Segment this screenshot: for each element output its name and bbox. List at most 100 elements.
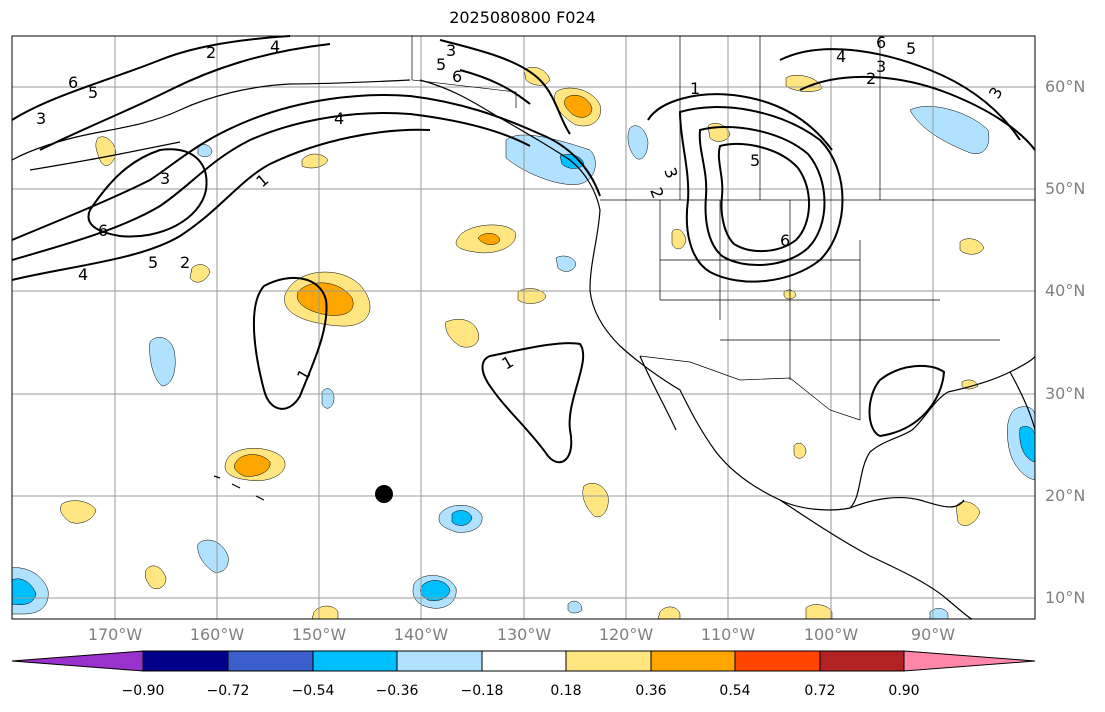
shade-blob — [555, 255, 577, 272]
colorbar-segment — [396, 650, 483, 672]
baja-coast — [639, 355, 677, 431]
lat-label: 40°N — [1045, 281, 1086, 300]
contour-line — [11, 128, 431, 281]
shade-blob — [627, 125, 649, 160]
contour-label: 2 — [206, 43, 216, 62]
contour-line — [11, 35, 291, 121]
contour-line — [717, 143, 810, 253]
colorbar-segment — [227, 650, 314, 672]
state-lines — [659, 200, 1000, 420]
position-marker — [375, 485, 393, 503]
lon-label: 170°W — [87, 625, 143, 644]
contour-line — [459, 69, 531, 105]
shade-blob — [197, 539, 229, 573]
shade-blob — [477, 233, 501, 245]
contour-label: 5 — [436, 55, 446, 74]
contour-label: 5 — [750, 151, 760, 170]
shade-blob — [805, 604, 833, 620]
shade-blob — [189, 264, 211, 283]
colorbar-segment — [734, 650, 821, 672]
shade-blob — [451, 510, 473, 526]
colorbar-tick-label: −0.90 — [121, 683, 165, 699]
contour-label: 4 — [334, 109, 344, 128]
contour-line — [481, 342, 585, 464]
shade-blob — [95, 136, 117, 166]
shade-blob — [564, 95, 593, 118]
alaska-coast — [11, 79, 411, 161]
contour-line — [11, 94, 601, 241]
aleutians — [29, 141, 181, 171]
lon-label: 130°W — [496, 625, 552, 644]
contour-label: 5 — [148, 253, 158, 272]
shade-blob — [955, 501, 981, 526]
contour-label: 3 — [876, 57, 886, 76]
contour-line — [647, 93, 833, 151]
colorbar-segment — [819, 650, 905, 672]
shade-blob — [567, 600, 583, 614]
colorbar-tick-label: −0.54 — [291, 683, 335, 699]
colorbar-segment — [481, 650, 567, 672]
map-panel: 1 1 1 1 2 2 2 2 3 3 3 3 3 3 4 4 4 4 5 5 … — [11, 33, 1036, 620]
contour-label: 5 — [906, 39, 916, 58]
lon-label: 100°W — [803, 625, 859, 644]
contour-label: 6 — [98, 221, 108, 240]
florida — [1009, 371, 1036, 431]
graticule — [12, 36, 1035, 619]
colorbar-segment — [565, 650, 652, 672]
contour-line — [439, 39, 571, 135]
shade-blob — [785, 75, 823, 92]
shade-blob — [197, 144, 213, 157]
shade-blob — [234, 454, 271, 477]
shade-blob — [793, 442, 807, 459]
shade-blob — [321, 388, 335, 409]
hawaii — [213, 475, 265, 501]
colorbar-tick-label: 0.90 — [888, 683, 920, 699]
contour-label: 6 — [780, 231, 790, 250]
lat-label: 30°N — [1045, 384, 1086, 403]
contours — [11, 35, 1036, 464]
us-mexico-border — [639, 355, 861, 421]
lon-label: 120°W — [598, 625, 654, 644]
contour-line — [11, 112, 531, 261]
colorbar-segment — [142, 650, 229, 672]
contour-label: 3 — [160, 169, 170, 188]
contour-line — [87, 148, 208, 238]
colorbar-segment — [650, 650, 736, 672]
lat-label: 50°N — [1045, 179, 1086, 198]
lat-label: 10°N — [1045, 588, 1086, 607]
colorbar-tick-label: −0.36 — [375, 683, 419, 699]
lat-label: 20°N — [1045, 486, 1086, 505]
contour-label: 5 — [88, 83, 98, 102]
contour-label: 4 — [270, 37, 280, 56]
lon-label: 140°W — [393, 625, 449, 644]
contour-line — [252, 276, 328, 410]
shade-blob — [671, 229, 687, 250]
lon-label: 150°W — [291, 625, 347, 644]
shade-blob — [445, 319, 480, 348]
contour-line — [678, 106, 844, 283]
contour-label: 1 — [690, 79, 700, 98]
lat-label: 60°N — [1045, 77, 1086, 96]
colorbar-tick-label: 0.18 — [550, 683, 582, 699]
contour-label: 6 — [68, 73, 78, 92]
contour-label: 4 — [836, 47, 846, 66]
colorbar-tick-label: −0.72 — [206, 683, 250, 699]
contour-line — [799, 75, 1036, 151]
shade-blob — [144, 565, 167, 589]
contour-line — [39, 43, 331, 151]
shade-blob — [517, 288, 547, 304]
central-america-coast — [779, 499, 973, 620]
shade-blob — [505, 134, 596, 185]
plot-title: 2025080800 F024 — [449, 8, 596, 27]
shade-blob — [657, 606, 681, 620]
shade-blob — [301, 153, 329, 169]
contour-line — [698, 126, 826, 266]
gulf-coast — [849, 497, 965, 509]
contour-label: 3 — [446, 41, 456, 60]
colorbar-extend-min — [11, 650, 144, 672]
lon-label: 160°W — [189, 625, 245, 644]
alaska-border — [411, 36, 517, 108]
colorbar-tick-label: 0.36 — [635, 683, 667, 699]
contour-label: 2 — [866, 69, 876, 88]
